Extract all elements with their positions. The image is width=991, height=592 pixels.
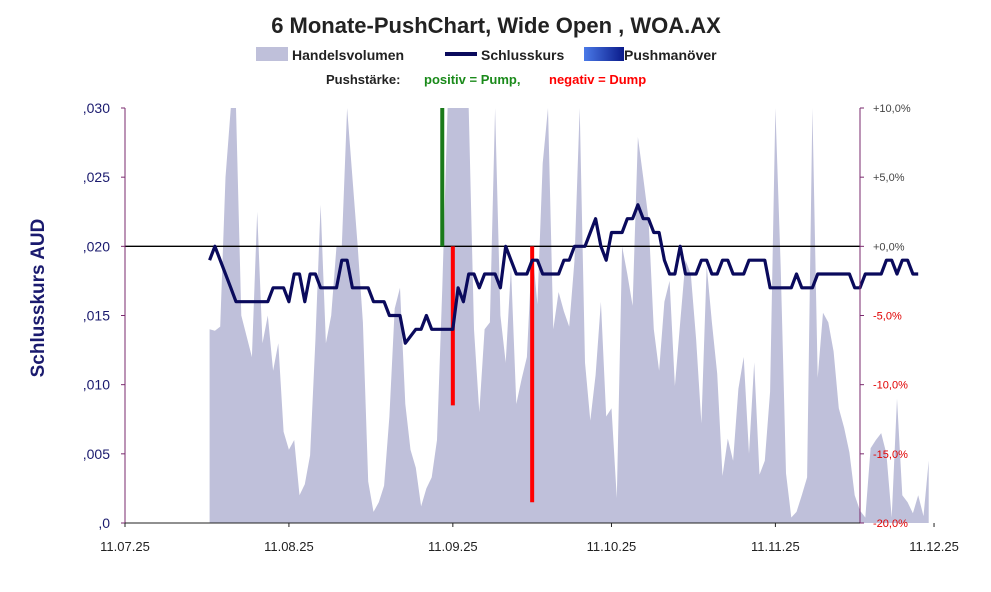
pushstaerke-negative: negativ = Dump <box>549 72 646 87</box>
x-tick-label-0: 11.07.25 <box>100 539 150 554</box>
y-tick-label-6: ,030 <box>83 100 110 116</box>
x-tick-label-3: 11.10.25 <box>587 539 637 554</box>
x-tick-label-1: 11.08.25 <box>264 539 314 554</box>
pushstaerke-positive: positiv = Pump, <box>424 72 520 87</box>
legend-push-label: Pushmanöver <box>624 47 717 63</box>
pushstaerke-caption: Pushstärke: positiv = Pump, negativ = Du… <box>326 72 646 87</box>
legend-close-label: Schlusskurs <box>481 47 564 63</box>
y2-tick-label-5: +5,0% <box>873 172 905 184</box>
x-tick-label-5: 11.12.25 <box>909 539 959 554</box>
y-tick-label-4: ,020 <box>83 238 110 254</box>
legend: Handelsvolumen Schlusskurs Pushmanöver <box>256 47 717 63</box>
legend-push-swatch <box>584 47 624 61</box>
chart-title: 6 Monate-PushChart, Wide Open , WOA.AX <box>271 13 721 38</box>
y-tick-label-1: ,005 <box>83 446 110 462</box>
x-tick-label-4: 11.11.25 <box>751 539 800 554</box>
y-tick-label-3: ,015 <box>83 308 110 324</box>
y-tick-label-0: ,0 <box>98 515 110 531</box>
y-tick-label-5: ,025 <box>83 169 110 185</box>
axes: ,0 ,005 ,010 ,015 ,020 ,025 ,030 -20,0% -15,0% -1… <box>83 100 959 554</box>
y-tick-label-2: ,010 <box>83 377 110 393</box>
y2-tick-label-6: +10,0% <box>873 103 911 115</box>
y2-tick-label-3: -5,0% <box>873 311 902 323</box>
y2-tick-label-0: -20,0% <box>873 518 908 530</box>
y2-tick-label-1: -15,0% <box>873 449 908 461</box>
legend-volume-swatch <box>256 47 288 61</box>
y-axis-title: Schlusskurs AUD <box>28 219 49 378</box>
y2-tick-label-4: +0,0% <box>873 241 905 253</box>
volume-area <box>209 108 929 523</box>
plot-area <box>125 108 929 523</box>
price-line <box>208 203 919 345</box>
legend-volume-label: Handelsvolumen <box>292 47 404 63</box>
y2-tick-label-2: -10,0% <box>873 380 908 392</box>
x-tick-label-2: 11.09.25 <box>428 539 478 554</box>
pushstaerke-prefix: Pushstärke: <box>326 72 400 87</box>
